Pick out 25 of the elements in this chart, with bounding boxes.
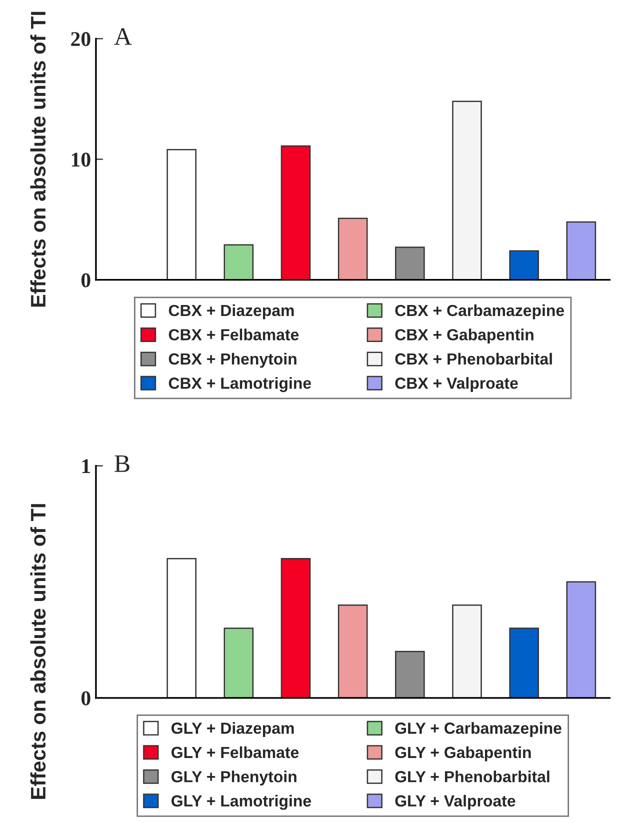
legend-label: CBX + Phenobarbital xyxy=(395,352,552,365)
chart-title: B xyxy=(114,455,130,472)
legend-label: CBX + Valproate xyxy=(395,377,518,392)
y-tick-label: 10 xyxy=(72,152,90,167)
legend-label: GLY + Gabapentin xyxy=(395,746,531,762)
y-tick-label: 0 xyxy=(81,691,90,706)
y-tick-label: 1 xyxy=(82,459,90,474)
chart-title: A xyxy=(114,28,132,45)
legend-label: GLY + Diazepam xyxy=(172,722,294,738)
y-tick-label: 0 xyxy=(81,273,90,288)
legend-label: GLY + Phenytoin xyxy=(172,770,296,786)
legend-label: CBX + Carbamazepine xyxy=(395,304,564,320)
legend-label: CBX + Phenytoin xyxy=(168,352,296,368)
legend-label: CBX + Felbamate xyxy=(168,328,299,340)
legend-label: GLY + Lamotrigine xyxy=(172,794,312,810)
legend-label: CBX + Lamotrigine xyxy=(168,377,312,392)
y-axis-title: Effects on absolute units of TI xyxy=(30,504,46,799)
legend-label: CBX + Diazepam xyxy=(168,304,294,320)
legend-label: GLY + Phenobarbital xyxy=(395,770,550,782)
y-axis-title: Effects on absolute units of TI xyxy=(30,12,46,307)
legend-label: CBX + Gabapentin xyxy=(395,328,534,344)
y-tick-label: 20 xyxy=(71,32,90,46)
legend-label: GLY + Valproate xyxy=(395,794,516,810)
legend-label: GLY + Felbamate xyxy=(172,746,299,758)
legend-label: GLY + Carbamazepine xyxy=(395,722,562,738)
